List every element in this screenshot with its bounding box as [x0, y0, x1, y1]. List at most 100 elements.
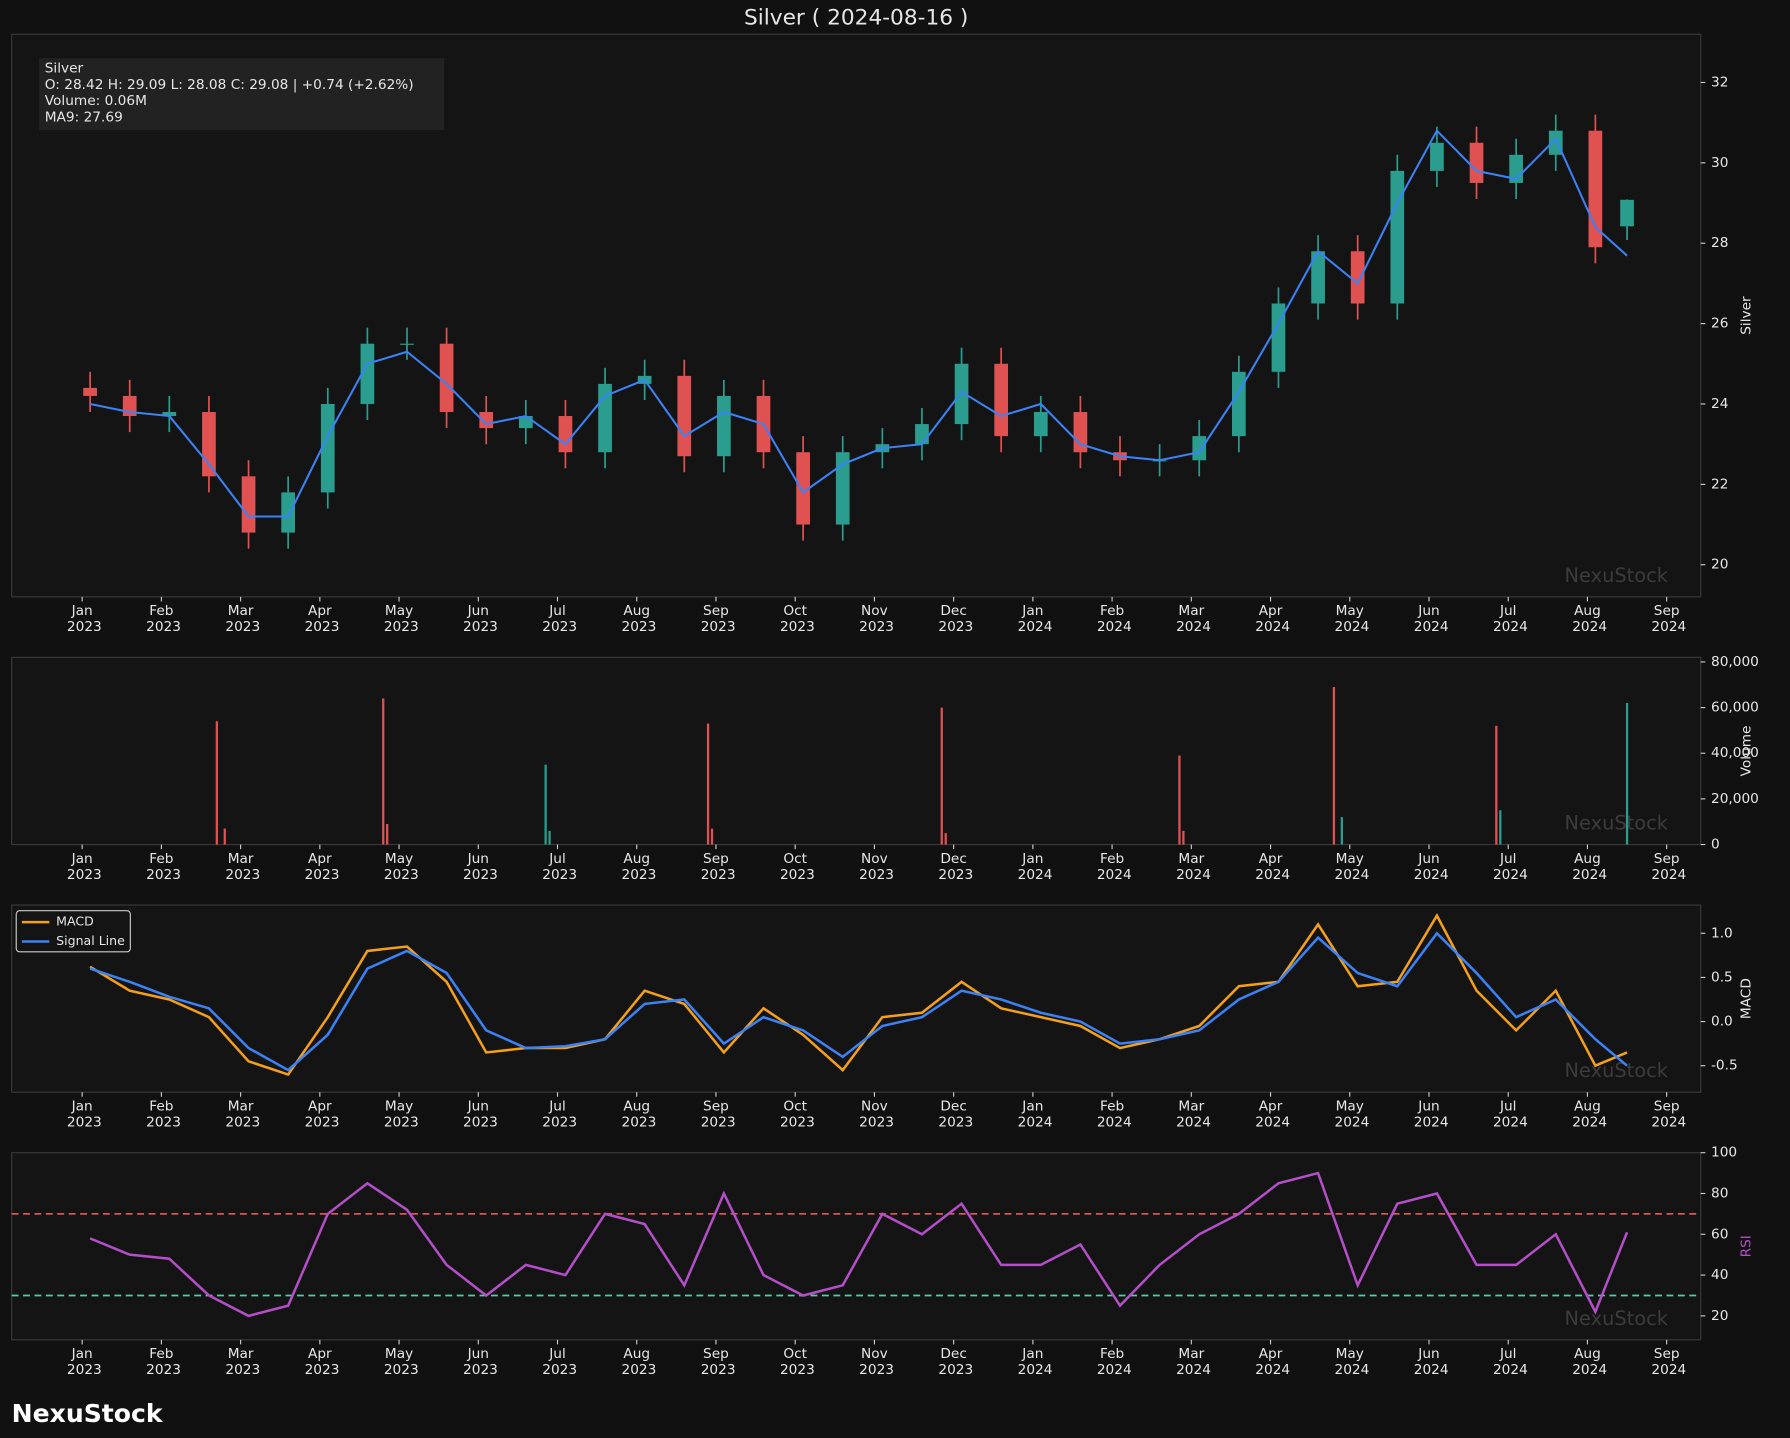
- x-tick-label: Aug 2023: [617, 1346, 656, 1378]
- x-tick-label: Jun 2023: [459, 1346, 498, 1378]
- y-tick-label: 28: [1711, 235, 1728, 251]
- info-line: Silver: [45, 60, 84, 76]
- candle-body: [558, 416, 573, 453]
- x-tick-label: Mar 2024: [1172, 1098, 1211, 1130]
- candle-body: [954, 363, 969, 425]
- y-tick-label: 60: [1711, 1226, 1728, 1242]
- x-tick-label: Jan 2023: [63, 1346, 102, 1378]
- x-tick-label: Oct 2023: [776, 1098, 815, 1130]
- x-tick-label: Apr 2023: [300, 603, 339, 635]
- volume-bar: [386, 823, 389, 845]
- x-tick-label: Dec 2023: [934, 851, 973, 883]
- legend-label: MACD: [56, 914, 94, 929]
- x-tick-label: Jul 2023: [538, 1346, 577, 1378]
- x-tick-label: Jul 2023: [538, 603, 577, 635]
- x-tick-label: Feb 2024: [1093, 1346, 1132, 1378]
- x-tick-label: Aug 2023: [617, 1098, 656, 1130]
- x-tick-label: Apr 2023: [300, 851, 339, 883]
- candle-body: [202, 412, 216, 477]
- x-tick-label: Jul 2024: [1489, 1098, 1528, 1130]
- x-tick-label: Mar 2024: [1172, 1346, 1211, 1378]
- candle-body: [994, 363, 1009, 437]
- candle-body: [83, 387, 97, 396]
- x-tick-label: May 2023: [379, 603, 418, 635]
- x-tick-label: Jul 2023: [538, 851, 577, 883]
- x-tick-label: Jan 2023: [63, 1098, 102, 1130]
- x-tick-label: Sep 2024: [1647, 603, 1686, 635]
- x-tick-label: Apr 2024: [1251, 851, 1290, 883]
- panel: [11, 1152, 1702, 1341]
- x-tick-label: Oct 2023: [776, 1346, 815, 1378]
- x-tick-label: Mar 2023: [221, 1346, 260, 1378]
- x-tick-label: Aug 2024: [1568, 603, 1607, 635]
- volume-bar: [940, 707, 943, 845]
- volume-bar: [1182, 830, 1185, 845]
- x-tick-label: Jun 2023: [459, 1098, 498, 1130]
- x-tick-label: Jul 2024: [1489, 851, 1528, 883]
- volume-bar: [706, 723, 710, 845]
- x-tick-label: Aug 2024: [1568, 851, 1607, 883]
- x-tick-label: Dec 2023: [934, 603, 973, 635]
- legend-label: Signal Line: [56, 933, 125, 948]
- y-tick-label: 30: [1711, 155, 1728, 171]
- series-line: [89, 913, 1628, 1077]
- x-tick-label: Mar 2023: [221, 1098, 260, 1130]
- x-tick-label: May 2023: [379, 1346, 418, 1378]
- y-tick-label: 20,000: [1711, 791, 1759, 807]
- volume-bar: [1495, 725, 1498, 845]
- candle-body: [241, 476, 256, 533]
- candle-body: [796, 452, 810, 525]
- x-tick-label: Aug 2023: [617, 603, 656, 635]
- y-tick-label: 32: [1711, 74, 1728, 90]
- y-tick-label: 1.0: [1711, 925, 1733, 941]
- y-tick-label: 80,000: [1711, 654, 1759, 670]
- x-tick-label: Sep 2024: [1647, 851, 1686, 883]
- candle-body: [162, 412, 177, 417]
- x-tick-label: Jan 2024: [1013, 1346, 1052, 1378]
- y-tick-label: 60,000: [1711, 700, 1759, 716]
- y-tick-label: 100: [1711, 1145, 1737, 1161]
- watermark: NexuStock: [1565, 811, 1669, 834]
- x-tick-label: Feb 2024: [1093, 851, 1132, 883]
- x-tick-label: May 2023: [379, 1098, 418, 1130]
- x-tick-label: Dec 2023: [934, 1346, 973, 1378]
- y-tick-label: 20: [1711, 557, 1728, 573]
- x-tick-label: May 2024: [1330, 1098, 1369, 1130]
- y-tick-label: 22: [1711, 476, 1728, 492]
- x-tick-label: Apr 2023: [300, 1346, 339, 1378]
- y-tick-label: 0.0: [1711, 1014, 1733, 1030]
- info-line: MA9: 27.69: [45, 109, 123, 125]
- x-tick-label: Sep 2023: [696, 603, 735, 635]
- volume-bar: [223, 828, 226, 845]
- watermark: NexuStock: [1565, 1059, 1669, 1082]
- candle-body: [1271, 303, 1286, 372]
- x-tick-label: Sep 2023: [696, 1346, 735, 1378]
- x-tick-label: Aug 2024: [1568, 1346, 1607, 1378]
- x-tick-label: Nov 2023: [855, 1098, 894, 1130]
- x-tick-label: Jul 2024: [1489, 603, 1528, 635]
- y-tick-label: 0: [1711, 837, 1720, 853]
- y-tick-label: 0.5: [1711, 969, 1733, 985]
- volume-bar: [710, 828, 714, 845]
- info-line: Volume: 0.06M: [45, 93, 147, 109]
- candle-body: [915, 424, 929, 445]
- candle-body: [1350, 251, 1365, 304]
- volume-bar: [548, 830, 551, 845]
- x-tick-label: Aug 2024: [1568, 1098, 1607, 1130]
- chart-title: Silver ( 2024-08-16 ): [744, 5, 968, 30]
- x-tick-label: Sep 2024: [1647, 1346, 1686, 1378]
- volume-bar: [544, 764, 547, 845]
- y-axis-label: Silver: [1738, 296, 1754, 335]
- x-tick-label: Nov 2023: [855, 603, 894, 635]
- x-tick-label: Feb 2023: [142, 1346, 181, 1378]
- candle-body: [1620, 199, 1634, 227]
- x-tick-label: Sep 2023: [696, 851, 735, 883]
- x-tick-label: Jun 2024: [1409, 1346, 1448, 1378]
- x-tick-label: Jun 2024: [1409, 603, 1448, 635]
- candle-body: [1430, 142, 1444, 171]
- y-axis-label: RSI: [1738, 1235, 1754, 1257]
- volume-bar: [1332, 687, 1336, 845]
- volume-bar: [215, 721, 218, 845]
- x-tick-label: Feb 2023: [142, 851, 181, 883]
- volume-bar: [1625, 703, 1629, 845]
